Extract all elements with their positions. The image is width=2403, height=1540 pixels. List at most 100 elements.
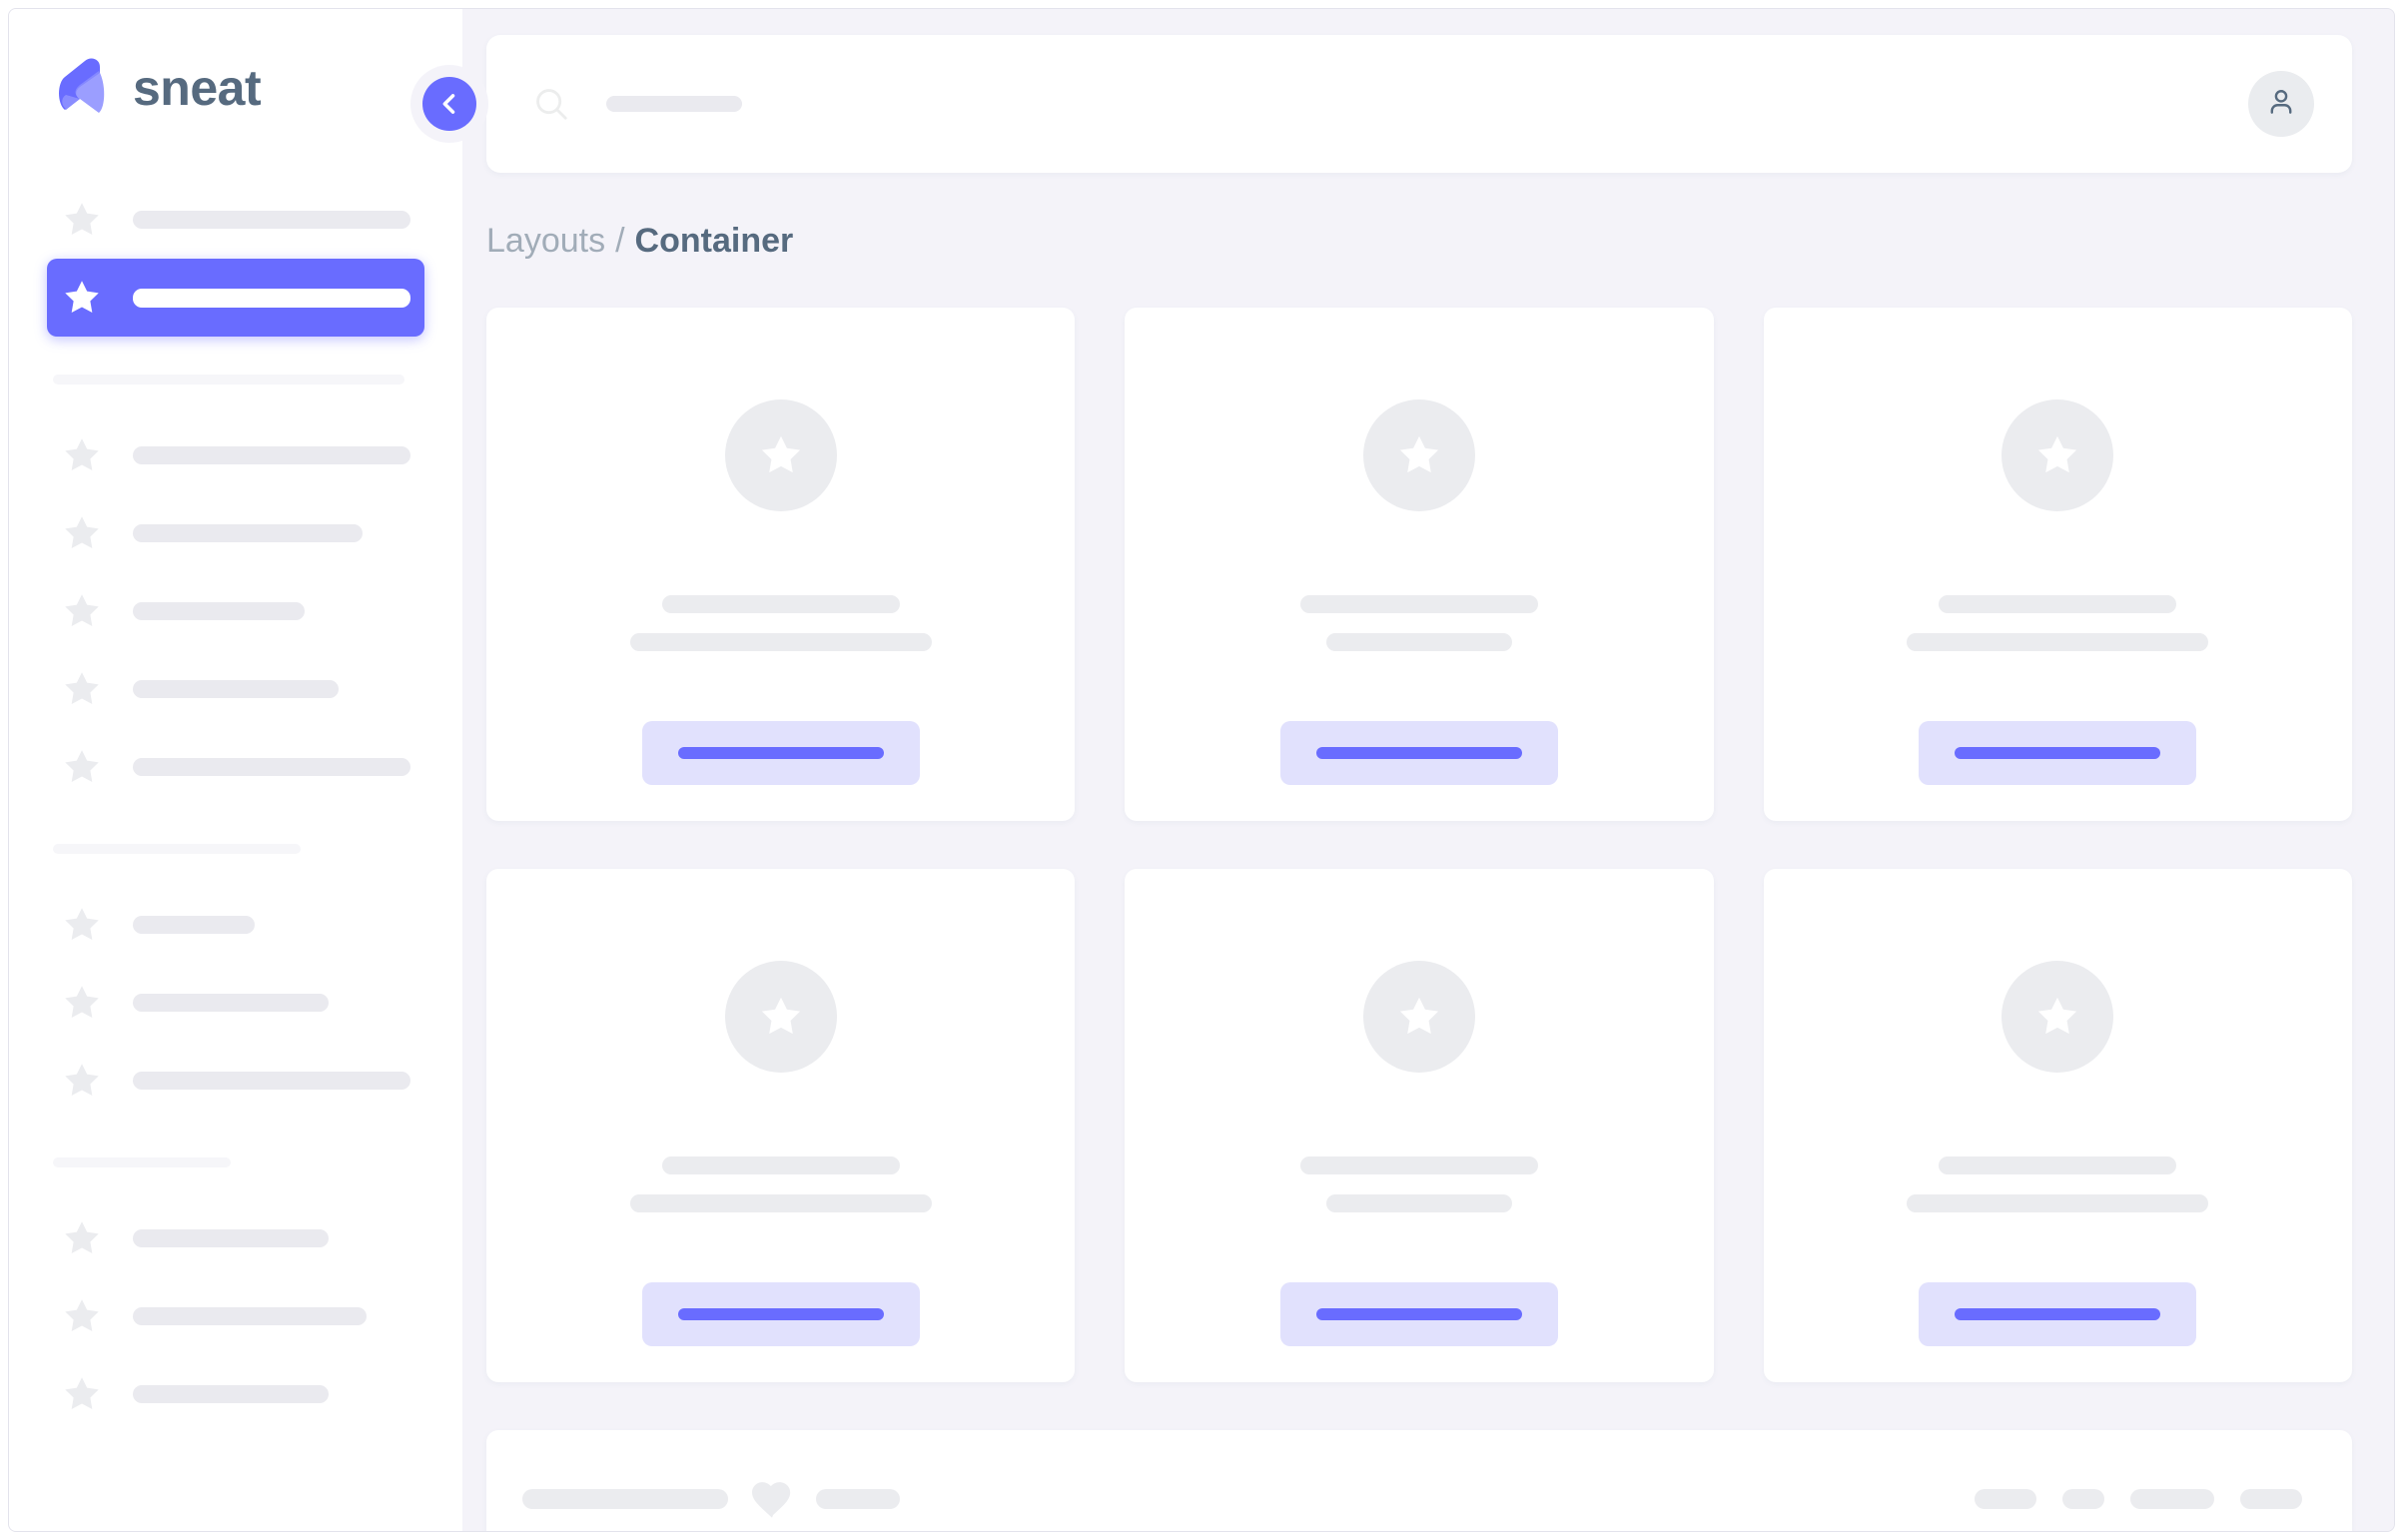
sidebar-spacer bbox=[9, 147, 462, 181]
card-avatar bbox=[1362, 398, 1475, 511]
card-action-button[interactable] bbox=[1279, 1281, 1558, 1346]
sidebar-item[interactable] bbox=[47, 572, 424, 650]
breadcrumb: Layouts / Container bbox=[486, 221, 2352, 262]
star-icon bbox=[757, 993, 805, 1041]
sidebar-item-label bbox=[133, 446, 410, 464]
card-title-placeholder bbox=[1939, 594, 2177, 613]
content-card bbox=[1125, 307, 1714, 821]
sidebar-item[interactable] bbox=[47, 964, 424, 1042]
card-title-placeholder bbox=[661, 1155, 900, 1174]
star-icon bbox=[61, 434, 103, 476]
card-action-button[interactable] bbox=[641, 720, 920, 785]
sidebar-item[interactable] bbox=[47, 494, 424, 572]
sidebar-item[interactable] bbox=[47, 1277, 424, 1355]
card-title-placeholder bbox=[1299, 1155, 1538, 1174]
star-icon bbox=[61, 277, 103, 319]
card-subtitle-placeholder bbox=[1907, 632, 2209, 651]
bottom-bar bbox=[486, 1429, 2352, 1531]
star-icon bbox=[61, 1060, 103, 1102]
app-window: sneat bbox=[8, 8, 2395, 1532]
card-title-placeholder bbox=[1939, 1155, 2177, 1174]
avatar[interactable] bbox=[2248, 71, 2314, 137]
heart-icon[interactable] bbox=[750, 1479, 794, 1519]
search-bar[interactable] bbox=[532, 85, 2248, 123]
user-icon bbox=[2264, 85, 2298, 124]
sidebar-item-active[interactable] bbox=[47, 259, 424, 337]
card-action-button[interactable] bbox=[641, 1281, 920, 1346]
star-icon bbox=[61, 904, 103, 946]
card-action-button-label bbox=[1315, 746, 1522, 759]
sidebar-item[interactable] bbox=[47, 416, 424, 494]
bottom-bar-right-pill[interactable] bbox=[2062, 1488, 2104, 1509]
star-icon bbox=[61, 1295, 103, 1337]
card-subtitle-placeholder bbox=[629, 1193, 932, 1212]
search-input[interactable] bbox=[606, 96, 742, 112]
sidebar-item-label bbox=[133, 758, 410, 776]
star-icon bbox=[1395, 431, 1443, 479]
card-action-button-label bbox=[1955, 746, 2161, 759]
content-card bbox=[1763, 868, 2352, 1382]
sidebar-section-divider bbox=[53, 375, 404, 385]
sidebar-collapse-toggle[interactable] bbox=[410, 65, 488, 143]
star-icon bbox=[61, 512, 103, 554]
card-title-placeholder bbox=[661, 594, 900, 613]
star-icon bbox=[61, 1373, 103, 1415]
card-grid bbox=[486, 307, 2352, 1382]
breadcrumb-root[interactable]: Layouts bbox=[486, 222, 606, 260]
bottom-bar-right-pill[interactable] bbox=[2130, 1488, 2214, 1509]
brand[interactable]: sneat bbox=[9, 9, 462, 125]
star-icon bbox=[757, 431, 805, 479]
content-card bbox=[486, 868, 1076, 1382]
chevron-left-icon bbox=[422, 77, 476, 131]
card-title-placeholder bbox=[1299, 594, 1538, 613]
content-card bbox=[1125, 868, 1714, 1382]
sidebar-item-label bbox=[133, 211, 410, 229]
sidebar-item-label bbox=[133, 1385, 329, 1403]
bottom-bar-right-pill[interactable] bbox=[2240, 1488, 2302, 1509]
card-action-button-label bbox=[1315, 1307, 1522, 1320]
star-icon bbox=[61, 982, 103, 1024]
sidebar-section-divider bbox=[53, 1157, 231, 1167]
card-avatar bbox=[724, 960, 837, 1073]
star-icon bbox=[61, 1217, 103, 1259]
sidebar-nav bbox=[9, 125, 462, 1433]
content-card bbox=[1763, 307, 2352, 821]
card-action-button[interactable] bbox=[1279, 720, 1558, 785]
search-icon bbox=[532, 85, 570, 123]
card-avatar bbox=[724, 398, 837, 511]
sidebar-item[interactable] bbox=[47, 650, 424, 728]
card-subtitle-placeholder bbox=[1907, 1193, 2209, 1212]
sidebar-item-label bbox=[133, 1229, 329, 1247]
sidebar-item-label bbox=[133, 524, 363, 542]
star-icon bbox=[61, 746, 103, 788]
card-action-button[interactable] bbox=[1919, 720, 2197, 785]
sidebar-item-label bbox=[133, 1072, 410, 1090]
star-icon bbox=[61, 199, 103, 241]
star-icon bbox=[61, 590, 103, 632]
card-avatar bbox=[1362, 960, 1475, 1073]
sidebar-item[interactable] bbox=[47, 1199, 424, 1277]
bottom-bar-left bbox=[522, 1479, 900, 1519]
sidebar-item[interactable] bbox=[47, 181, 424, 259]
card-subtitle-placeholder bbox=[1325, 1193, 1512, 1212]
sidebar-item-label bbox=[133, 916, 255, 934]
bottom-bar-right-pill[interactable] bbox=[1975, 1488, 2036, 1509]
sidebar-item[interactable] bbox=[47, 728, 424, 806]
sidebar-item-label bbox=[133, 288, 410, 308]
bottom-bar-left-pill bbox=[816, 1488, 900, 1509]
sidebar-item[interactable] bbox=[47, 1355, 424, 1433]
top-navbar bbox=[486, 35, 2352, 173]
bottom-bar-right bbox=[1975, 1488, 2302, 1509]
sidebar-item[interactable] bbox=[47, 886, 424, 964]
card-subtitle-placeholder bbox=[1325, 632, 1512, 651]
sidebar-item-label bbox=[133, 680, 339, 698]
bottom-bar-left-pill bbox=[522, 1488, 728, 1509]
star-icon bbox=[61, 668, 103, 710]
card-action-button[interactable] bbox=[1919, 1281, 2197, 1346]
sidebar-item-label bbox=[133, 602, 305, 620]
card-subtitle-placeholder bbox=[629, 632, 932, 651]
breadcrumb-separator: / bbox=[615, 222, 625, 260]
content-card bbox=[486, 307, 1076, 821]
sidebar-item[interactable] bbox=[47, 1042, 424, 1120]
sidebar-item-label bbox=[133, 1307, 367, 1325]
